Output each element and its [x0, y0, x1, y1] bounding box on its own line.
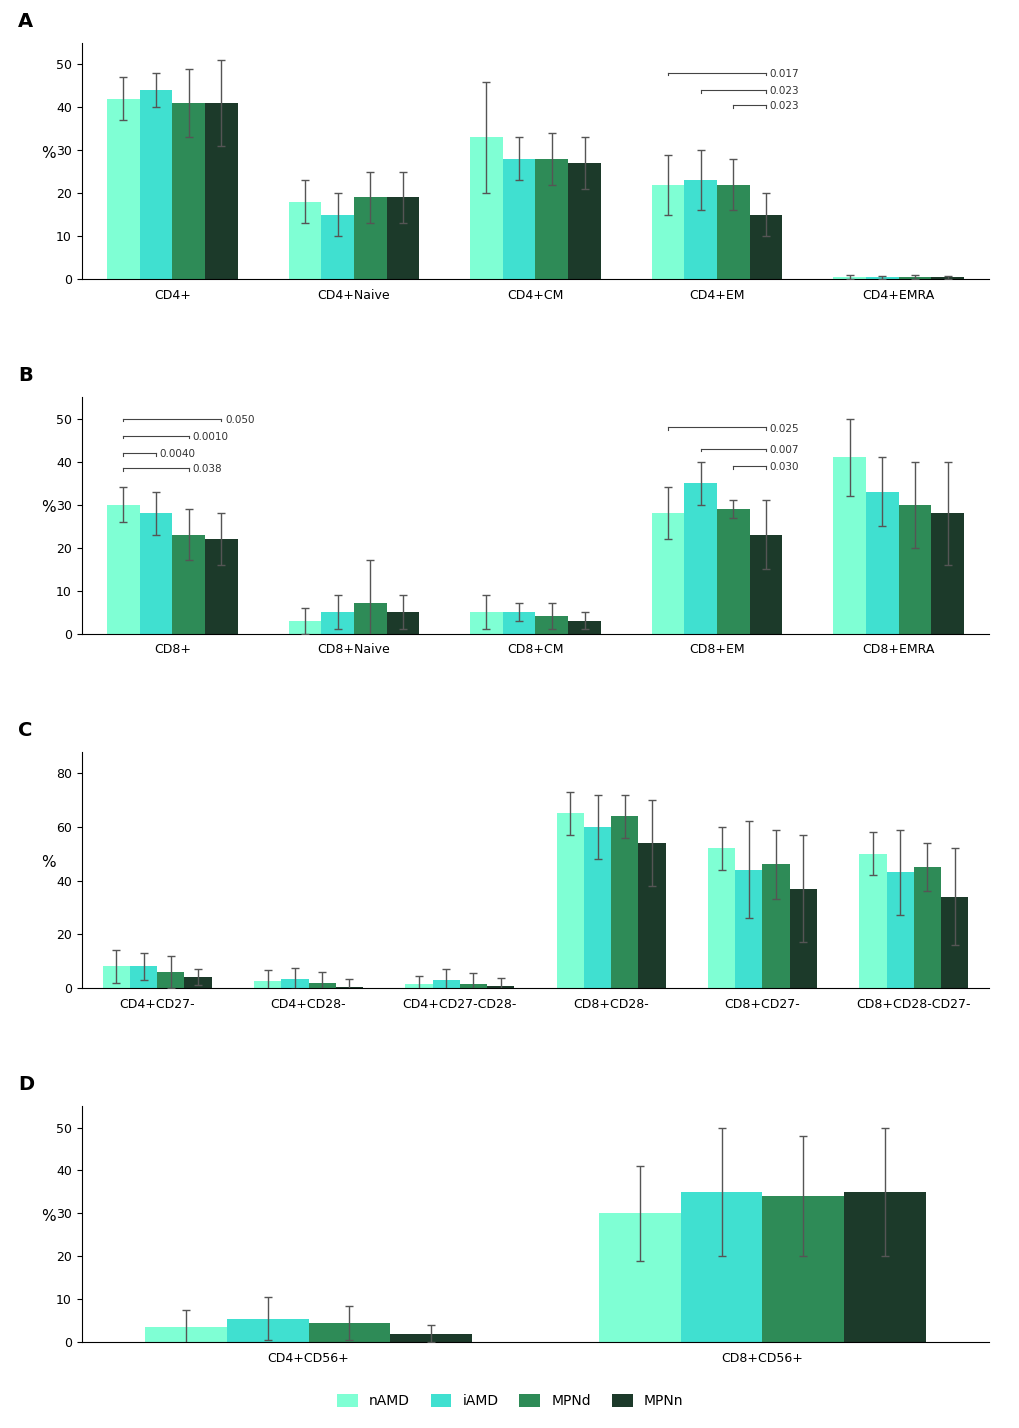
Bar [308, 982, 335, 988]
Bar [321, 214, 354, 278]
Bar [749, 214, 782, 278]
Bar [568, 163, 600, 278]
Y-axis label: %: % [42, 855, 56, 870]
Legend: nAMD, iAMD, MPNd, MPNn: nAMD, iAMD, MPNd, MPNn [331, 1389, 688, 1414]
Bar [638, 843, 665, 988]
Y-axis label: %: % [42, 500, 56, 516]
Bar [735, 870, 761, 988]
Bar [930, 277, 963, 278]
Bar [103, 967, 129, 988]
Bar [598, 1214, 680, 1342]
Bar [470, 613, 502, 634]
Bar [568, 621, 600, 634]
Bar [354, 197, 386, 278]
Bar [254, 981, 281, 988]
Bar [865, 491, 898, 634]
Bar [321, 613, 354, 634]
Text: B: B [18, 367, 33, 386]
Bar [205, 538, 237, 634]
Bar [502, 159, 535, 278]
Bar [833, 457, 865, 634]
Text: 0.030: 0.030 [769, 463, 799, 473]
Text: 0.023: 0.023 [769, 86, 799, 96]
Bar [610, 815, 638, 988]
Bar [157, 972, 184, 988]
Bar [865, 277, 898, 278]
Bar [487, 985, 514, 988]
Text: 0.050: 0.050 [225, 416, 255, 426]
Bar [405, 984, 432, 988]
Bar [107, 99, 140, 278]
Bar [432, 980, 460, 988]
Bar [651, 513, 684, 634]
Bar [288, 201, 321, 278]
Y-axis label: %: % [42, 1210, 56, 1224]
Bar [844, 1192, 925, 1342]
Bar [858, 854, 886, 988]
Bar [707, 848, 735, 988]
Bar [502, 613, 535, 634]
Bar [535, 159, 568, 278]
Text: D: D [18, 1075, 35, 1094]
Bar [761, 864, 789, 988]
Bar [354, 604, 386, 634]
Bar [941, 897, 967, 988]
Bar [898, 504, 930, 634]
Bar [470, 137, 502, 278]
Bar [556, 814, 583, 988]
Bar [583, 827, 610, 988]
Bar [886, 873, 913, 988]
Bar [390, 1334, 472, 1342]
Text: A: A [18, 11, 34, 31]
Bar [749, 534, 782, 634]
Bar [172, 534, 205, 634]
Bar [930, 513, 963, 634]
Bar [140, 513, 172, 634]
Bar [184, 977, 212, 988]
Bar [107, 504, 140, 634]
Bar [680, 1192, 762, 1342]
Bar [684, 180, 716, 278]
Bar [684, 483, 716, 634]
Text: 0.0010: 0.0010 [193, 433, 228, 443]
Bar [535, 617, 568, 634]
Bar [913, 867, 941, 988]
Bar [386, 613, 419, 634]
Y-axis label: %: % [42, 146, 56, 161]
Bar [288, 621, 321, 634]
Text: 0.007: 0.007 [769, 446, 799, 456]
Bar [145, 1327, 226, 1342]
Bar [308, 1322, 390, 1342]
Bar [833, 277, 865, 278]
Text: 0.023: 0.023 [769, 101, 799, 111]
Bar [651, 184, 684, 278]
Bar [898, 277, 930, 278]
Bar [761, 1197, 844, 1342]
Text: C: C [18, 721, 33, 740]
Bar [460, 984, 487, 988]
Bar [386, 197, 419, 278]
Bar [226, 1318, 308, 1342]
Bar [172, 103, 205, 278]
Text: 0.038: 0.038 [193, 464, 222, 474]
Text: 0.0040: 0.0040 [160, 450, 196, 460]
Bar [716, 508, 749, 634]
Bar [140, 90, 172, 278]
Bar [205, 103, 237, 278]
Text: 0.017: 0.017 [769, 69, 799, 79]
Bar [129, 967, 157, 988]
Bar [281, 978, 308, 988]
Text: 0.025: 0.025 [769, 424, 799, 434]
Bar [789, 888, 816, 988]
Bar [716, 184, 749, 278]
